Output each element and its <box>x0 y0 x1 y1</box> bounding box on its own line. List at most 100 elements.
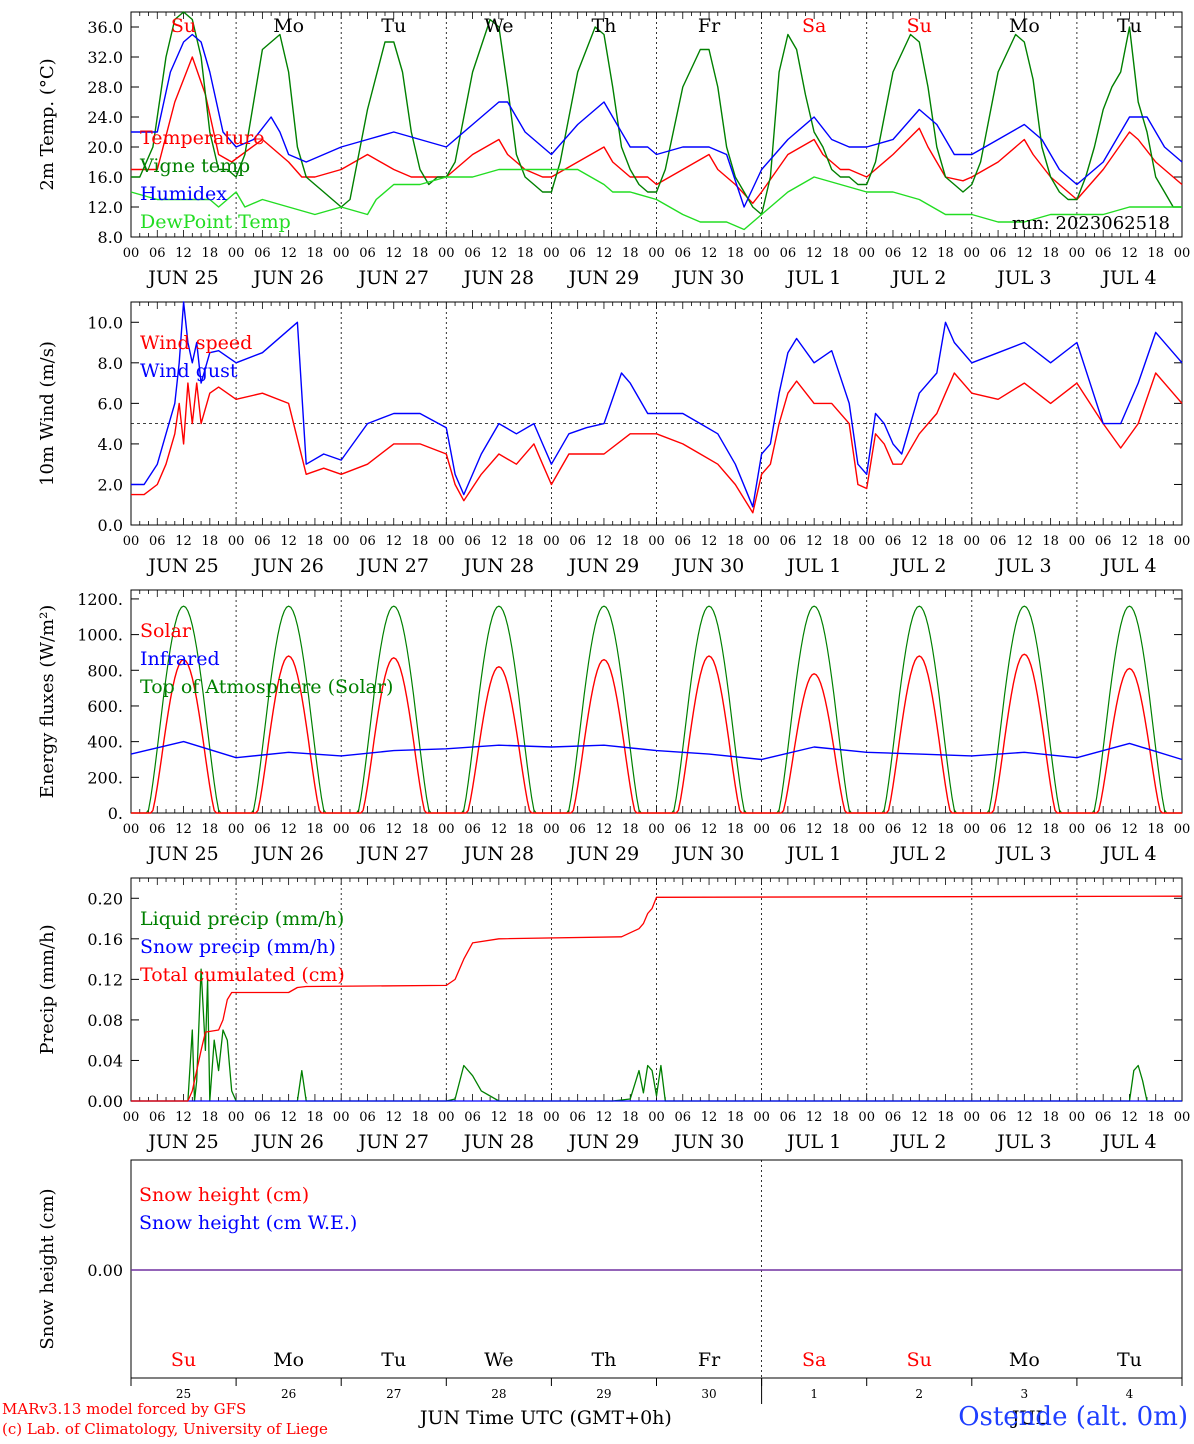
weekday-label: Su <box>171 1349 196 1371</box>
hour-label: 06 <box>990 1110 1007 1125</box>
hour-label: 06 <box>675 822 692 837</box>
hour-label: 06 <box>675 1110 692 1125</box>
hour-label: 18 <box>1147 822 1164 837</box>
day-number: 29 <box>596 1387 611 1401</box>
date-label: JUL 1 <box>785 843 841 865</box>
wind-series-1 <box>131 372 1183 514</box>
y-tick-label: 12.0 <box>87 198 123 217</box>
hour-label: 18 <box>1147 246 1164 261</box>
weekday-label: Mo <box>273 15 304 37</box>
hour-label: 12 <box>806 822 823 837</box>
day-number: 1 <box>810 1387 818 1401</box>
date-label: JUL 2 <box>890 555 946 577</box>
weekday-label: Tu <box>1117 15 1142 37</box>
hour-label: 12 <box>385 246 402 261</box>
date-label: JUN 30 <box>672 1131 744 1153</box>
day-number: 25 <box>176 1387 191 1401</box>
flux-legend-2: Infrared <box>140 648 220 670</box>
hour-label: 06 <box>1095 822 1112 837</box>
hour-label: 00 <box>858 534 875 549</box>
y-tick-label: 20.0 <box>87 138 123 157</box>
y-tick-label: 0.08 <box>87 1011 123 1030</box>
hour-label: 18 <box>412 246 429 261</box>
panel-4: 00 06 12 18 00 06 12 18 00 06 12 18 00 06 12 18 00 06 12 18… <box>37 877 1190 1153</box>
hour-label: 06 <box>359 822 376 837</box>
precip-legend-3: Total cumulated (cm) <box>140 964 345 986</box>
weekday-label: We <box>484 1349 513 1371</box>
hour-label: 00 <box>1069 822 1086 837</box>
hour-label: 06 <box>359 534 376 549</box>
hour-label: 00 <box>964 534 981 549</box>
snow-legend-2: Snow height (cm W.E.) <box>139 1212 357 1234</box>
hour-label: 00 <box>228 822 245 837</box>
date-label: JUN 28 <box>462 843 534 865</box>
hour-label: 18 <box>412 1110 429 1125</box>
weekday-label: Mo <box>273 1349 304 1371</box>
y-tick-label: 1200. <box>77 590 123 609</box>
hour-label: 18 <box>307 1110 324 1125</box>
hour-label: 00 <box>1174 246 1191 261</box>
hour-label: 12 <box>596 1110 613 1125</box>
hour-label: 12 <box>701 246 718 261</box>
y-tick-label: 2.0 <box>98 475 123 494</box>
y-axis-label: Energy fluxes (W/m²) <box>37 605 58 799</box>
hour-label: 12 <box>806 534 823 549</box>
hour-label: 18 <box>832 1110 849 1125</box>
temp-legend-4: DewPoint Temp <box>140 211 291 233</box>
hour-label: 00 <box>1174 822 1191 837</box>
hour-label: 12 <box>806 246 823 261</box>
date-label: JUL 4 <box>1100 1131 1156 1153</box>
hour-label: 18 <box>1147 1110 1164 1125</box>
date-label: JUL 2 <box>890 1131 946 1153</box>
hour-label: 00 <box>123 534 140 549</box>
hour-label: 00 <box>228 1110 245 1125</box>
hour-label: 06 <box>885 246 902 261</box>
y-tick-label: 6.0 <box>98 394 123 413</box>
hour-label: 00 <box>333 534 350 549</box>
hour-label: 12 <box>911 534 928 549</box>
hour-label: 18 <box>517 1110 534 1125</box>
y-tick-label: 600. <box>87 697 123 716</box>
hour-label: 00 <box>228 534 245 549</box>
hour-label: 18 <box>727 1110 744 1125</box>
hour-label: 18 <box>622 822 639 837</box>
date-label: JUN 28 <box>462 267 534 289</box>
weekday-label: Sa <box>802 1349 826 1371</box>
hour-label: 18 <box>937 1110 954 1125</box>
hour-label: 18 <box>202 246 219 261</box>
hour-label: 00 <box>543 534 560 549</box>
hour-label: 18 <box>1042 822 1059 837</box>
month-jul: JUL <box>1010 1407 1049 1429</box>
run-label: run: 2023062518 <box>1012 213 1170 234</box>
hour-label: 12 <box>596 246 613 261</box>
hour-label: 00 <box>753 1110 770 1125</box>
hour-label: 06 <box>885 534 902 549</box>
hour-label: 18 <box>307 534 324 549</box>
hour-label: 18 <box>202 822 219 837</box>
y-tick-label: 400. <box>87 733 123 752</box>
y-tick-label: 10.0 <box>87 313 123 332</box>
hour-label: 06 <box>464 1110 481 1125</box>
hour-label: 12 <box>911 1110 928 1125</box>
weekday-label: Su <box>907 15 932 37</box>
hour-label: 06 <box>149 1110 166 1125</box>
hour-label: 00 <box>648 534 665 549</box>
weekday-label: Tu <box>381 1349 406 1371</box>
date-label: JUN 28 <box>462 555 534 577</box>
hour-label: 00 <box>228 246 245 261</box>
hour-label: 12 <box>806 1110 823 1125</box>
hour-label: 18 <box>517 822 534 837</box>
hour-label: 00 <box>543 246 560 261</box>
hour-label: 12 <box>1121 534 1138 549</box>
hour-label: 12 <box>701 534 718 549</box>
y-tick-label: 0.00 <box>87 1261 123 1280</box>
hour-label: 00 <box>333 822 350 837</box>
hour-label: 00 <box>123 246 140 261</box>
hour-label: 00 <box>123 1110 140 1125</box>
date-label: JUL 3 <box>995 267 1051 289</box>
hour-label: 00 <box>858 1110 875 1125</box>
weekday-label: Sa <box>802 15 826 37</box>
hour-label: 18 <box>937 246 954 261</box>
flux-legend-3: Top of Atmosphere (Solar) <box>140 676 393 698</box>
